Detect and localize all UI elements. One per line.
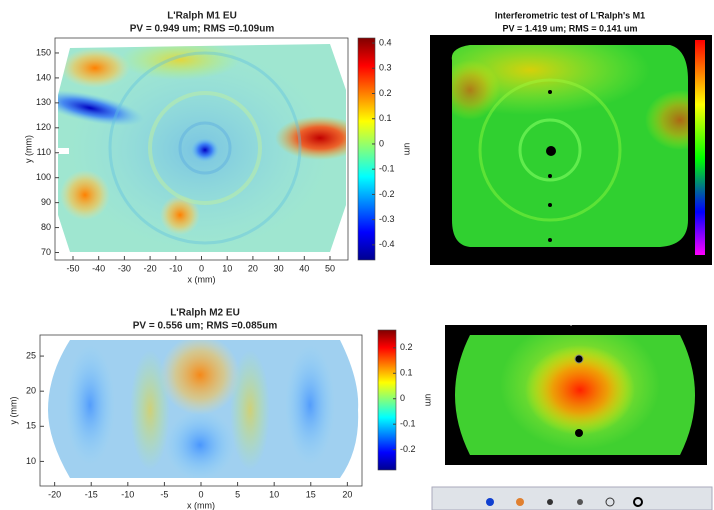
colorbar xyxy=(358,38,375,260)
y-tick-label: 70 xyxy=(41,247,51,257)
chart-title: Interferometric test of L'Ralph's M1 xyxy=(495,10,645,20)
y-tick-label: 110 xyxy=(37,147,51,157)
toolbar-icon[interactable] xyxy=(486,498,494,506)
fiducial xyxy=(546,146,556,156)
x-tick-label: -10 xyxy=(169,263,182,273)
x-tick-label: -15 xyxy=(85,489,98,499)
y-tick-label: 25 xyxy=(26,350,36,360)
colorbar-tick-label: -0.2 xyxy=(379,189,395,199)
x-axis-label: x (mm) xyxy=(188,274,216,284)
x-tick-label: 40 xyxy=(299,263,309,273)
colorbar-tick-label: -0.3 xyxy=(379,214,395,224)
y-tick-label: 120 xyxy=(36,122,51,132)
toolbar-icon[interactable] xyxy=(516,498,524,506)
colorbar xyxy=(378,330,396,470)
colorbar-tick-label: -0.1 xyxy=(400,419,416,429)
colorbar-tick-label: -0.1 xyxy=(379,164,395,174)
chart-title: L'Ralph M1 EU xyxy=(167,11,237,22)
y-tick-label: 80 xyxy=(41,222,51,232)
x-tick-label: -50 xyxy=(66,263,79,273)
y-tick-label: 20 xyxy=(26,386,36,396)
chart-subtitle: PV = 0.785 um; RMS = 0.110 um xyxy=(509,316,644,326)
surface-map xyxy=(33,38,365,260)
x-tick-label: 10 xyxy=(269,489,279,499)
fiducial xyxy=(548,203,552,207)
toolbar xyxy=(432,487,712,510)
y-axis-label: y (mm) xyxy=(23,135,33,163)
colorbar-tick-label: 0.3 xyxy=(379,63,392,73)
x-tick-label: -30 xyxy=(118,263,131,273)
surface-map xyxy=(40,335,365,485)
figure: L'Ralph M1 EU PV = 0.949 um; RMS =0.109um… xyxy=(0,0,714,510)
fiducial xyxy=(575,429,583,437)
fiducial xyxy=(548,90,552,94)
y-tick-label: 15 xyxy=(26,421,36,431)
x-tick-label: 20 xyxy=(248,263,258,273)
interferogram-map xyxy=(440,320,710,460)
x-tick-label: 5 xyxy=(235,489,240,499)
chart-subtitle: PV = 1.419 um; RMS = 0.141 um xyxy=(502,23,637,33)
y-tick-label: 90 xyxy=(41,197,51,207)
x-tick-label: -10 xyxy=(121,489,134,499)
fiducial xyxy=(548,238,552,242)
fiducial xyxy=(548,174,552,178)
colorbar-label: um xyxy=(403,143,413,156)
y-tick-label: 10 xyxy=(26,456,36,466)
colorbar-tick-label: 0 xyxy=(400,393,405,403)
colorbar-tick-label: 0.4 xyxy=(379,37,392,47)
y-tick-label: 130 xyxy=(36,97,51,107)
colorbar-tick-label: 0.1 xyxy=(400,368,413,378)
x-tick-label: 0 xyxy=(199,263,204,273)
colorbar-tick-label: 0.1 xyxy=(379,113,392,123)
x-tick-label: -40 xyxy=(92,263,105,273)
chart-title: Interferometric test of L'Ralph's M2 xyxy=(501,303,651,313)
colorbar-label: um xyxy=(424,394,434,407)
colorbar-tick-label: 0.2 xyxy=(400,342,413,352)
x-tick-label: -20 xyxy=(48,489,61,499)
colorbar-tick-label: -0.4 xyxy=(379,239,395,249)
fiducial xyxy=(575,355,583,363)
x-tick-label: 30 xyxy=(274,263,284,273)
y-tick-label: 140 xyxy=(36,72,51,82)
colorbar-tick-label: 0.2 xyxy=(379,88,392,98)
chart-subtitle: PV = 0.949 um; RMS =0.109um xyxy=(130,24,275,35)
x-tick-label: 50 xyxy=(325,263,335,273)
x-axis-label: x (mm) xyxy=(187,500,215,510)
x-tick-label: 10 xyxy=(222,263,232,273)
y-tick-label: 150 xyxy=(36,47,51,57)
color-scale xyxy=(695,40,705,255)
colorbar-tick-label: 0 xyxy=(379,138,384,148)
x-tick-label: 20 xyxy=(342,489,352,499)
x-tick-label: 0 xyxy=(198,489,203,499)
y-tick-label: 100 xyxy=(36,172,51,182)
y-axis-label: y (mm) xyxy=(8,397,18,425)
interferogram-map xyxy=(410,25,714,249)
x-tick-label: -5 xyxy=(160,489,168,499)
x-tick-label: 15 xyxy=(306,489,316,499)
chart-title: L'Ralph M2 EU xyxy=(170,308,240,319)
chart-subtitle: PV = 0.556 um; RMS =0.085um xyxy=(133,321,278,332)
toolbar-icon[interactable] xyxy=(547,499,553,505)
x-tick-label: -20 xyxy=(144,263,157,273)
colorbar-tick-label: -0.2 xyxy=(400,444,416,454)
toolbar-icon[interactable] xyxy=(577,499,583,505)
